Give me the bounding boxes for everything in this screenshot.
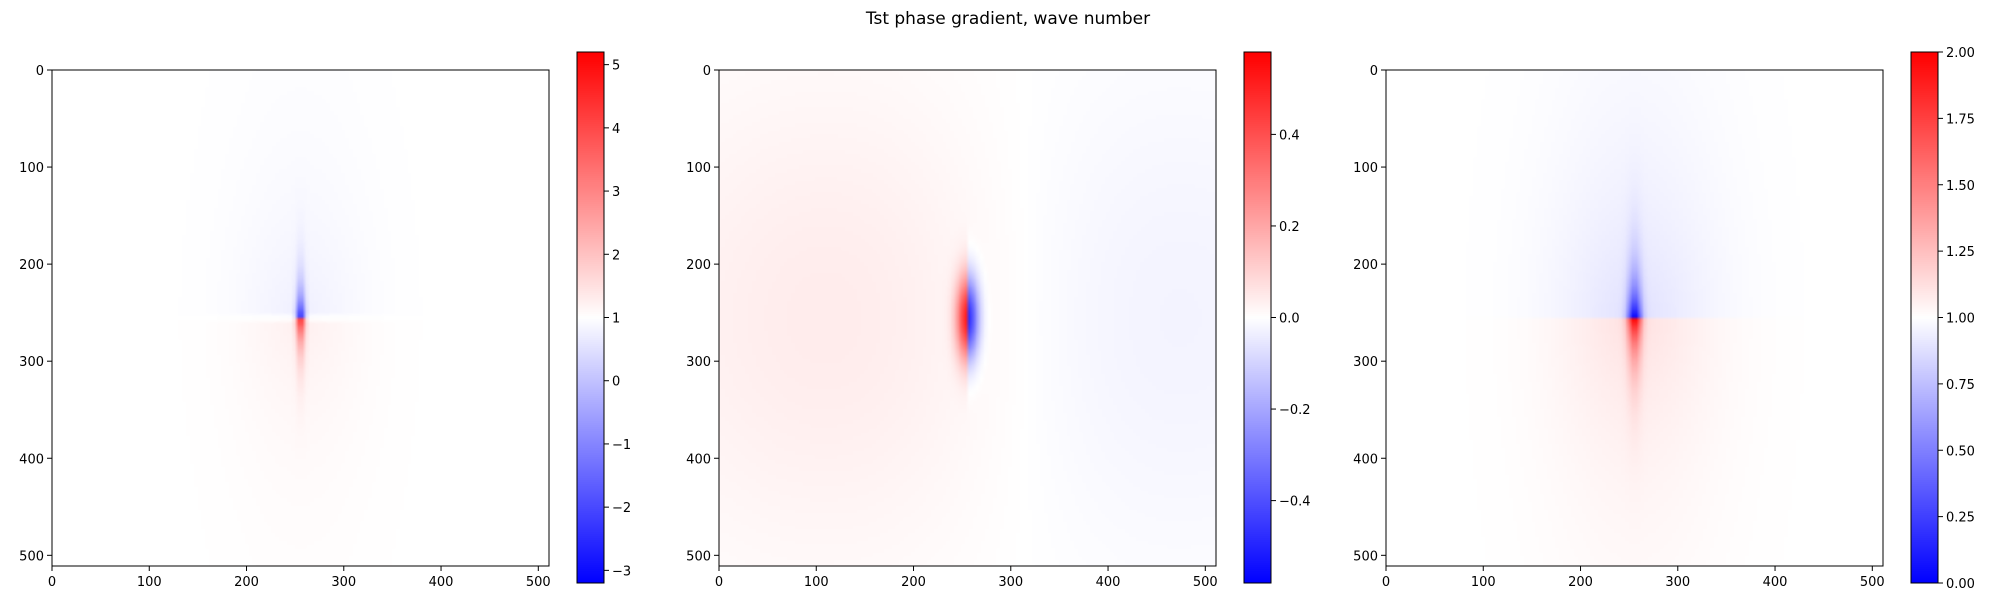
x-tick-label: 100 [137,575,162,590]
heatmap-image [1386,70,1883,566]
colorbar-tick-label: 4 [612,122,620,137]
x-tick-label: 100 [1471,575,1496,590]
x-tick-label: 400 [1763,575,1788,590]
x-tick-label: 300 [1665,575,1690,590]
colorbar-tick-label: 0.50 [1946,444,1975,459]
axes-frame [1385,69,1884,567]
y-tick-label: 500 [19,549,44,564]
x-tick-label: 400 [1096,575,1121,590]
y-tick-label: 500 [1353,549,1378,564]
x-tick-label: 500 [526,575,551,590]
colorbar-gradient [1911,52,1938,583]
x-tick-label: 500 [1193,575,1218,590]
heatmap-panel-right: 0 100 200 300 400 500 0 100 200 300 400 500 [1353,64,1885,590]
x-tick-label: 100 [804,575,829,590]
colorbar-gradient [577,52,604,583]
y-tick-label: 0 [703,64,711,79]
colorbar-tick-label: 1 [612,312,620,327]
colorbar-gradient [1244,52,1271,583]
colorbar-tick-label: 1.25 [1946,245,1975,260]
x-tick-label: 200 [1568,575,1593,590]
colorbar-tick-label: −3 [612,564,631,579]
colorbar-tick-label: 1.50 [1946,179,1975,194]
heatmap-image [52,70,549,566]
colorbar-tick-label: −2 [612,501,631,516]
colorbar-tick-label: 3 [612,185,620,200]
panels: 0 100 200 300 400 5000100200300400500−3−2−101… [19,46,1975,592]
colorbar-tick-label: 0.25 [1946,511,1975,526]
colorbar-tick-label: 0.00 [1946,577,1975,592]
y-tick-label: 400 [1353,452,1378,467]
y-tick-label: 100 [19,161,44,176]
colorbar-tick-label: −1 [612,438,631,453]
figure-suptitle: Tst phase gradient, wave number [865,9,1150,29]
colorbar-tick-label: −0.4 [1279,495,1311,510]
axes-frame [51,69,550,567]
colorbar-tick-label: 5 [612,59,620,74]
x-tick-label: 0 [48,575,56,590]
y-tick-label: 300 [19,355,44,370]
colorbar-tick-label: −0.2 [1279,403,1311,418]
y-tick-label: 0 [1370,64,1378,79]
y-tick-label: 200 [686,258,711,273]
colorbar-tick-label: 2.00 [1946,46,1975,61]
colorbar-left: −3 −2 −1 0 1 2 3 4 5 [576,51,631,584]
x-tick-label: 200 [234,575,259,590]
colorbar-tick-label: 1.00 [1946,312,1975,327]
x-tick-label: 0 [715,575,723,590]
colorbar-right: 0.00 0.25 0.50 0.75 1.00 1.25 1.50 1.75 2.00 [1910,46,1975,592]
y-tick-label: 100 [1353,161,1378,176]
colorbar-tick-label: 0.2 [1279,220,1300,235]
x-tick-label: 300 [998,575,1023,590]
colorbar-middle: −0.4 −0.2 0.0 0.2 0.4 [1243,51,1311,584]
heatmap-panel-middle: 0 100 200 300 400 500 0 100 200 300 400 500 [686,64,1218,590]
x-tick-label: 200 [901,575,926,590]
colorbar-tick-label: 2 [612,248,620,263]
y-tick-label: 100 [686,161,711,176]
colorbar-tick-label: 0.4 [1279,128,1300,143]
colorbar-tick-label: 1.75 [1946,112,1975,127]
y-tick-label: 0 [36,64,44,79]
y-tick-label: 300 [686,355,711,370]
y-tick-label: 400 [19,452,44,467]
x-tick-label: 400 [429,575,454,590]
y-tick-label: 400 [686,452,711,467]
colorbar-tick-label: 0 [612,375,620,390]
x-tick-label: 300 [331,575,356,590]
heatmap-image [719,70,1216,566]
heatmap-panel-left: 0 100 200 300 400 500 0 100 200 300 400 500 [19,64,551,590]
axes-frame [718,69,1217,567]
y-tick-label: 200 [1353,258,1378,273]
x-tick-label: 500 [1860,575,1885,590]
y-tick-label: 200 [19,258,44,273]
colorbar-tick-label: 0.75 [1946,378,1975,393]
y-tick-label: 500 [686,549,711,564]
y-tick-label: 300 [1353,355,1378,370]
x-tick-label: 0 [1382,575,1390,590]
colorbar-tick-label: 0.0 [1279,312,1300,327]
